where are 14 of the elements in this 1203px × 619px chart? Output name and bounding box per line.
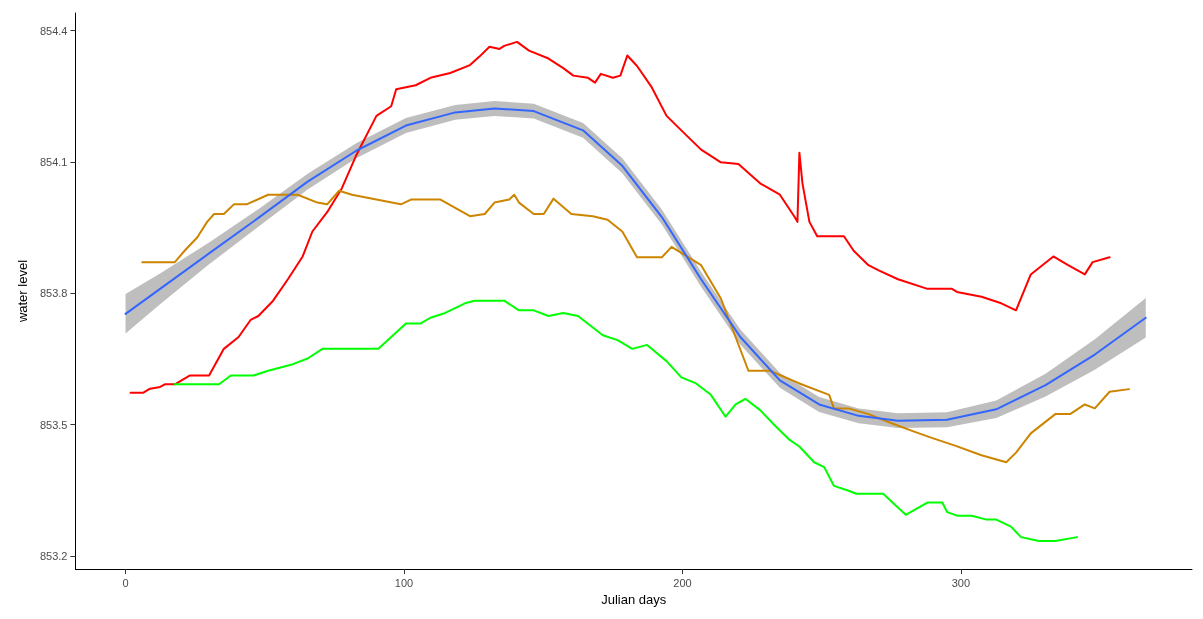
y-axis-title: water level xyxy=(15,259,30,324)
line-series xyxy=(129,40,1111,394)
line-series xyxy=(173,299,1078,543)
y-tick-label: 853.8 xyxy=(39,287,68,300)
x-tick-label: 300 xyxy=(951,576,971,589)
x-tick-label: 100 xyxy=(394,576,414,589)
y-tick-label: 854.4 xyxy=(39,24,68,37)
x-axis-title: Julian days xyxy=(601,592,667,607)
y-tick-label: 853.5 xyxy=(39,418,68,431)
x-tick-label: 200 xyxy=(673,576,692,589)
y-tick-label: 854.1 xyxy=(39,155,68,168)
y-tick-label: 853.2 xyxy=(39,549,68,562)
x-tick-label: 0 xyxy=(122,576,129,589)
line-series xyxy=(141,189,1131,464)
